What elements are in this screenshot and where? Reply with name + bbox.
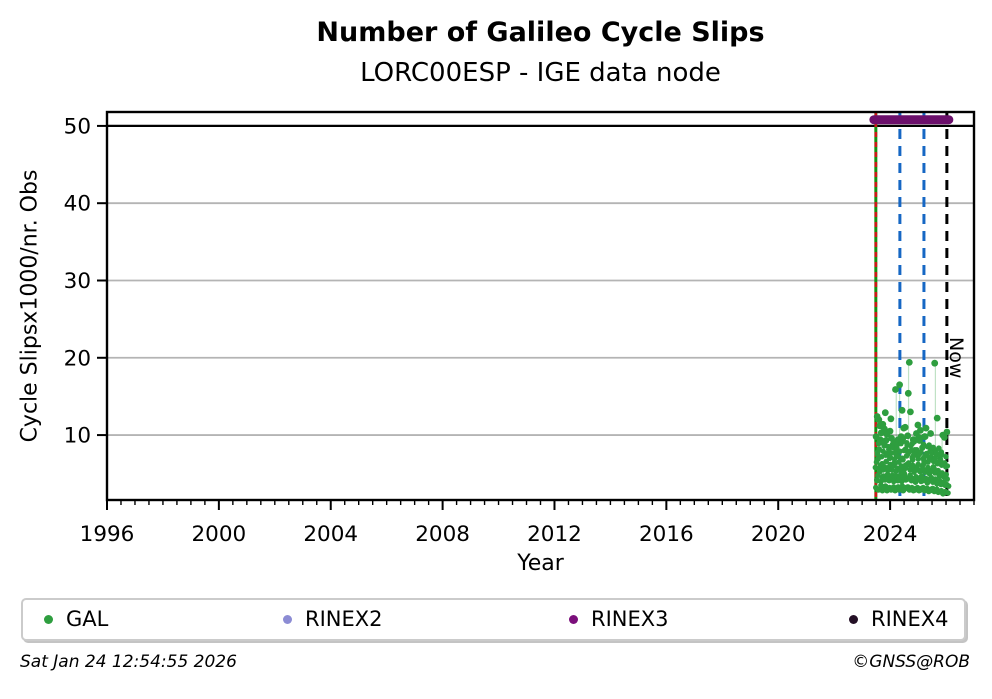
legend-label-rinex2: RINEX2 [305,607,383,631]
plot-frame [105,110,976,502]
rinex3-marker-icon [569,615,578,624]
x-axis-label: Year [517,551,564,576]
gridlines [107,202,974,436]
svg-text:20: 20 [64,346,91,371]
legend-item-gal: GAL [44,600,108,639]
y-tick-labels: 10 20 30 40 50 [64,114,91,448]
now-annotation: Now [945,337,967,379]
axis-ticks [97,124,975,510]
rinex4-marker-icon [849,615,858,624]
svg-text:2004: 2004 [303,522,358,547]
svg-text:2008: 2008 [415,522,470,547]
chart-subtitle: LORC00ESP - IGE data node [360,58,721,88]
svg-text:2000: 2000 [192,522,247,547]
svg-text:40: 40 [64,192,91,217]
rinex2-marker-icon [283,615,292,624]
legend-item-rinex2: RINEX2 [283,600,383,639]
svg-text:2012: 2012 [527,522,582,547]
copyright-credit: ©GNSS@ROB [852,652,970,672]
svg-text:2020: 2020 [751,522,806,547]
legend: GAL RINEX2 RINEX3 RINEX4 [21,598,966,641]
gal-marker-icon [44,615,53,624]
svg-text:30: 30 [64,269,91,294]
chart-title: Number of Galileo Cycle Slips [316,17,765,48]
legend-label-rinex3: RINEX3 [591,607,669,631]
svg-text:50: 50 [64,114,91,139]
legend-label-rinex4: RINEX4 [871,607,949,631]
svg-text:10: 10 [64,424,91,449]
plot-timestamp: Sat Jan 24 12:54:55 2026 [20,652,237,672]
legend-item-rinex4: RINEX4 [849,600,949,639]
legend-label-gal: GAL [66,607,109,631]
y-axis-label: Cycle Slipsx1000/nr. Obs [17,169,43,443]
x-tick-labels: 1996 2000 2004 2008 2012 2016 2020 2024 [80,522,918,547]
svg-text:2024: 2024 [863,522,918,547]
svg-text:2016: 2016 [639,522,694,547]
legend-item-rinex3: RINEX3 [569,600,669,639]
data-points [872,359,952,497]
svg-text:1996: 1996 [80,522,135,547]
